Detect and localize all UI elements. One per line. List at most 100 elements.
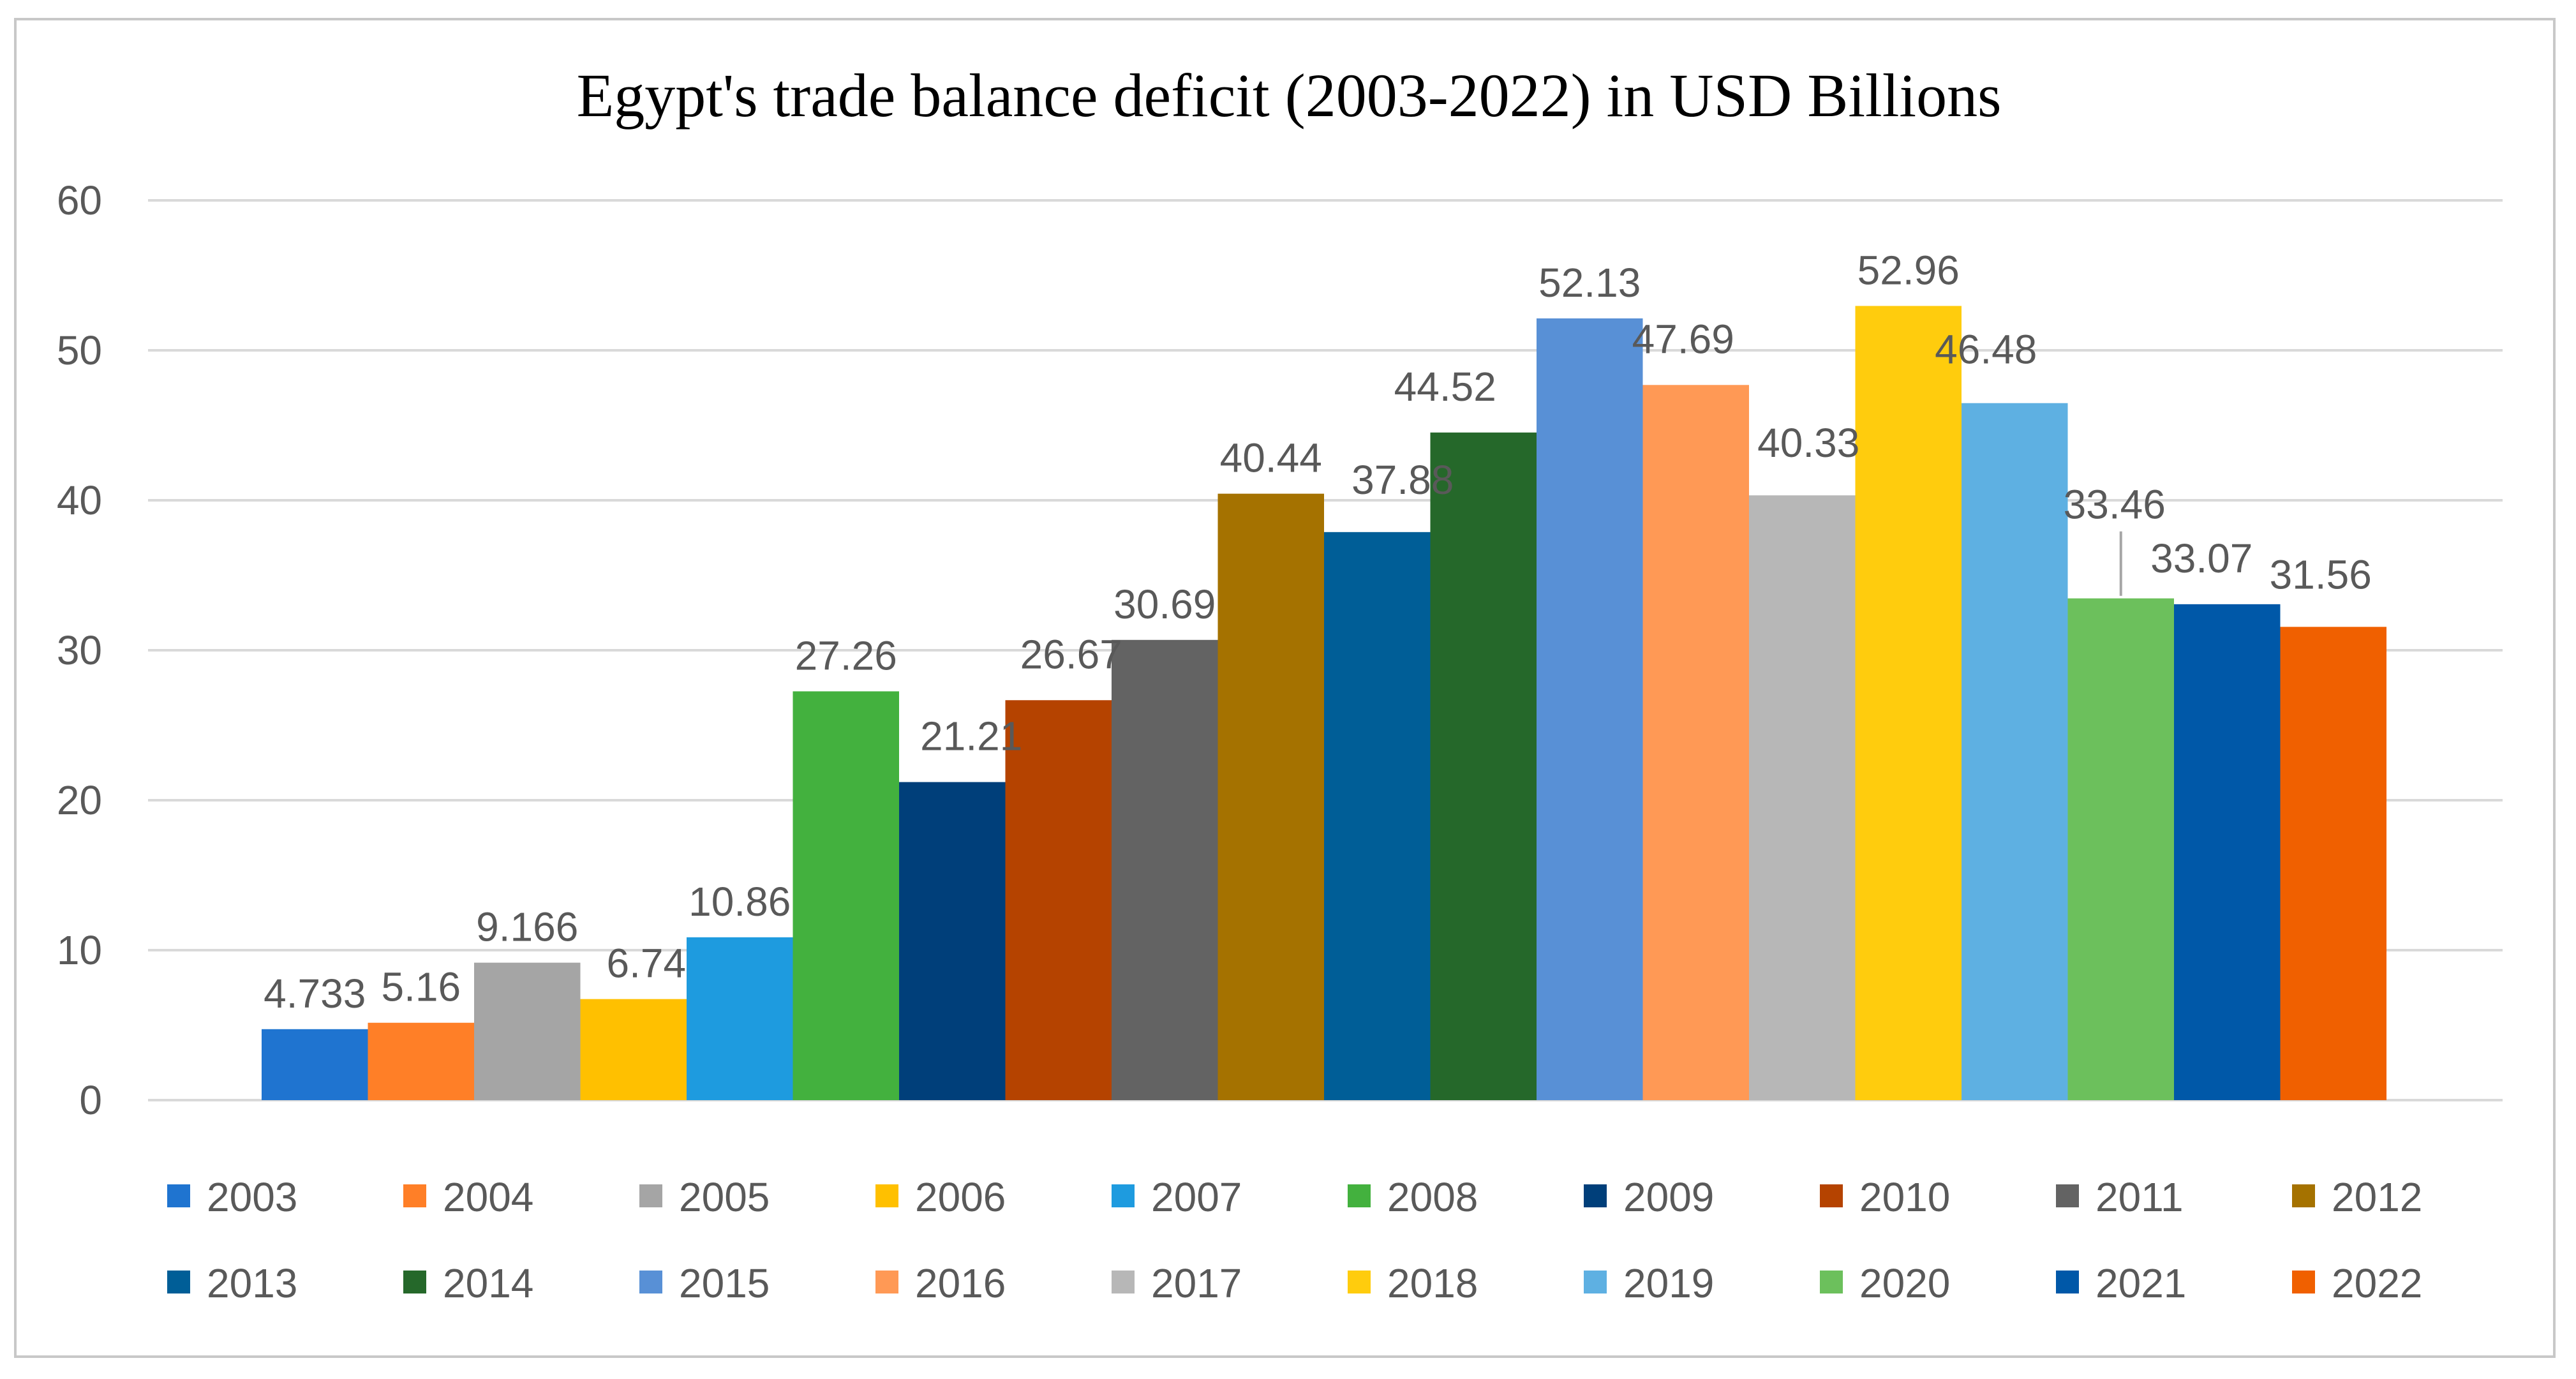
legend-item-2004: 2004 bbox=[403, 1174, 533, 1220]
legend-swatch bbox=[1112, 1271, 1135, 1293]
legend-swatch bbox=[875, 1184, 898, 1207]
data-label-2007: 10.86 bbox=[689, 879, 791, 925]
legend-item-2015: 2015 bbox=[639, 1260, 770, 1306]
legend-item-2005: 2005 bbox=[639, 1174, 770, 1220]
legend-label: 2019 bbox=[1623, 1260, 1714, 1306]
data-label-2006: 6.74 bbox=[606, 941, 686, 987]
data-label-2008: 27.26 bbox=[795, 632, 897, 678]
bar-2022 bbox=[2280, 627, 2386, 1100]
data-label-2015: 52.13 bbox=[1538, 260, 1641, 306]
legend-swatch bbox=[639, 1271, 662, 1293]
data-label-2022: 31.56 bbox=[2270, 551, 2372, 597]
legend-item-2007: 2007 bbox=[1112, 1174, 1242, 1220]
legend-swatch bbox=[403, 1184, 426, 1207]
legend-item-2021: 2021 bbox=[2056, 1260, 2186, 1306]
legend-label: 2009 bbox=[1623, 1174, 1714, 1220]
legend-label: 2018 bbox=[1387, 1260, 1478, 1306]
data-label-2009: 21.21 bbox=[920, 713, 1022, 759]
legend-item-2009: 2009 bbox=[1584, 1174, 1714, 1220]
legend-item-2011: 2011 bbox=[2056, 1174, 2184, 1220]
bar-2014 bbox=[1430, 432, 1537, 1100]
legend-item-2016: 2016 bbox=[875, 1260, 1006, 1306]
legend-swatch bbox=[639, 1184, 662, 1207]
legend-label: 2021 bbox=[2096, 1260, 2186, 1306]
data-label-2016: 47.69 bbox=[1632, 316, 1734, 362]
y-tick-label: 30 bbox=[57, 627, 102, 673]
chart-title: Egypt's trade balance deficit (2003-2022… bbox=[577, 61, 2002, 130]
legend-item-2012: 2012 bbox=[2292, 1174, 2422, 1220]
legend-label: 2011 bbox=[2096, 1174, 2184, 1220]
legend-swatch bbox=[875, 1271, 898, 1293]
bar-2004 bbox=[368, 1022, 474, 1100]
bar-2016 bbox=[1642, 385, 1749, 1101]
data-label-2011: 30.69 bbox=[1113, 581, 1216, 627]
legend-item-2018: 2018 bbox=[1348, 1260, 1478, 1306]
legend-item-2003: 2003 bbox=[167, 1174, 297, 1220]
legend-item-2017: 2017 bbox=[1112, 1260, 1242, 1306]
bar-2010 bbox=[1005, 700, 1112, 1100]
data-label-2021: 33.07 bbox=[2150, 535, 2252, 581]
bar-2007 bbox=[687, 937, 793, 1100]
legend-swatch bbox=[403, 1271, 426, 1293]
bar-2015 bbox=[1537, 318, 1643, 1100]
bar-2020 bbox=[2067, 598, 2174, 1100]
legend-label: 2015 bbox=[679, 1260, 770, 1306]
data-label-2012: 40.44 bbox=[1220, 435, 1322, 481]
bar-2006 bbox=[580, 999, 687, 1100]
data-label-2014: 44.52 bbox=[1394, 364, 1496, 410]
legend-label: 2005 bbox=[679, 1174, 770, 1220]
legend-swatch bbox=[2056, 1184, 2079, 1207]
bar-2012 bbox=[1217, 493, 1324, 1100]
bar-2003 bbox=[262, 1029, 368, 1100]
y-tick-label: 10 bbox=[57, 927, 102, 973]
y-tick-label: 40 bbox=[57, 477, 102, 523]
bar-2011 bbox=[1112, 639, 1218, 1100]
bar-2017 bbox=[1749, 495, 1856, 1100]
legend-label: 2003 bbox=[207, 1174, 297, 1220]
data-label-2020: 33.46 bbox=[2064, 482, 2166, 528]
legend-label: 2007 bbox=[1151, 1174, 1242, 1220]
legend-item-2022: 2022 bbox=[2292, 1260, 2422, 1306]
data-label-2005: 9.166 bbox=[476, 904, 578, 950]
y-tick-label: 0 bbox=[79, 1077, 102, 1123]
bar-2021 bbox=[2174, 604, 2281, 1100]
y-tick-label: 60 bbox=[57, 177, 102, 223]
legend-label: 2006 bbox=[915, 1174, 1006, 1220]
data-label-2017: 40.33 bbox=[1757, 420, 1859, 466]
data-label-2018: 52.96 bbox=[1858, 247, 1960, 293]
y-axis-ticks: 0 10 20 30 40 50 60 bbox=[57, 177, 102, 1123]
bar-2009 bbox=[899, 782, 1006, 1100]
legend-label: 2014 bbox=[443, 1260, 533, 1306]
bar-2019 bbox=[1962, 403, 2068, 1100]
y-tick-label: 20 bbox=[57, 777, 102, 823]
legend-swatch bbox=[2292, 1271, 2315, 1293]
data-label-2010: 26.67 bbox=[1020, 631, 1122, 677]
bar-2013 bbox=[1324, 532, 1431, 1100]
y-tick-label: 50 bbox=[57, 327, 102, 373]
legend-label: 2008 bbox=[1387, 1174, 1478, 1220]
legend-label: 2020 bbox=[1859, 1260, 1950, 1306]
legend-label: 2016 bbox=[915, 1260, 1006, 1306]
legend-item-2014: 2014 bbox=[403, 1260, 533, 1306]
legend-swatch bbox=[167, 1271, 190, 1293]
legend-swatch bbox=[1584, 1184, 1607, 1207]
legend-swatch bbox=[1112, 1184, 1135, 1207]
legend-swatch bbox=[2292, 1184, 2315, 1207]
legend-swatch bbox=[2056, 1271, 2079, 1293]
data-label-2013: 37.88 bbox=[1351, 457, 1454, 503]
bars bbox=[262, 306, 2386, 1101]
legend-label: 2012 bbox=[2332, 1174, 2422, 1220]
legend-label: 2010 bbox=[1859, 1174, 1950, 1220]
legend-swatch bbox=[1820, 1184, 1843, 1207]
legend-swatch bbox=[1348, 1184, 1371, 1207]
legend-item-2010: 2010 bbox=[1820, 1174, 1950, 1220]
legend: 2003 2004 2005 2006 2007 2008 2009 2010 2011 2012… bbox=[167, 1174, 2422, 1306]
legend-swatch bbox=[1348, 1271, 1371, 1293]
legend-label: 2004 bbox=[443, 1174, 533, 1220]
legend-item-2008: 2008 bbox=[1348, 1174, 1478, 1220]
data-label-2004: 5.16 bbox=[381, 964, 461, 1010]
legend-swatch bbox=[1584, 1271, 1607, 1293]
legend-item-2006: 2006 bbox=[875, 1174, 1006, 1220]
